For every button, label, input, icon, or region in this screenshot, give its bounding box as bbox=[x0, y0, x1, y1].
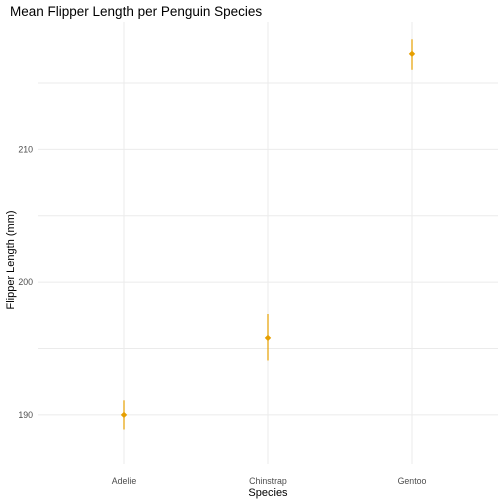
gridlines bbox=[38, 22, 498, 464]
x-tick-label: Gentoo bbox=[398, 476, 427, 486]
y-tick-label: 200 bbox=[18, 277, 33, 287]
x-axis-title: Species bbox=[248, 487, 288, 499]
chart-title: Mean Flipper Length per Penguin Species bbox=[10, 4, 262, 19]
x-tick-label: Chinstrap bbox=[249, 476, 287, 486]
y-axis-title: Flipper Length (mm) bbox=[5, 210, 17, 309]
data-point bbox=[264, 334, 272, 342]
data-point bbox=[120, 411, 128, 419]
data-point bbox=[408, 50, 416, 58]
y-tick-label: 190 bbox=[18, 410, 33, 420]
y-axis-ticks: 190 200 210 bbox=[18, 144, 33, 419]
y-tick-label: 210 bbox=[18, 144, 33, 154]
data-marks bbox=[120, 39, 416, 430]
x-axis-ticks: Adelie Chinstrap Gentoo bbox=[112, 476, 427, 486]
x-tick-label: Adelie bbox=[112, 476, 137, 486]
